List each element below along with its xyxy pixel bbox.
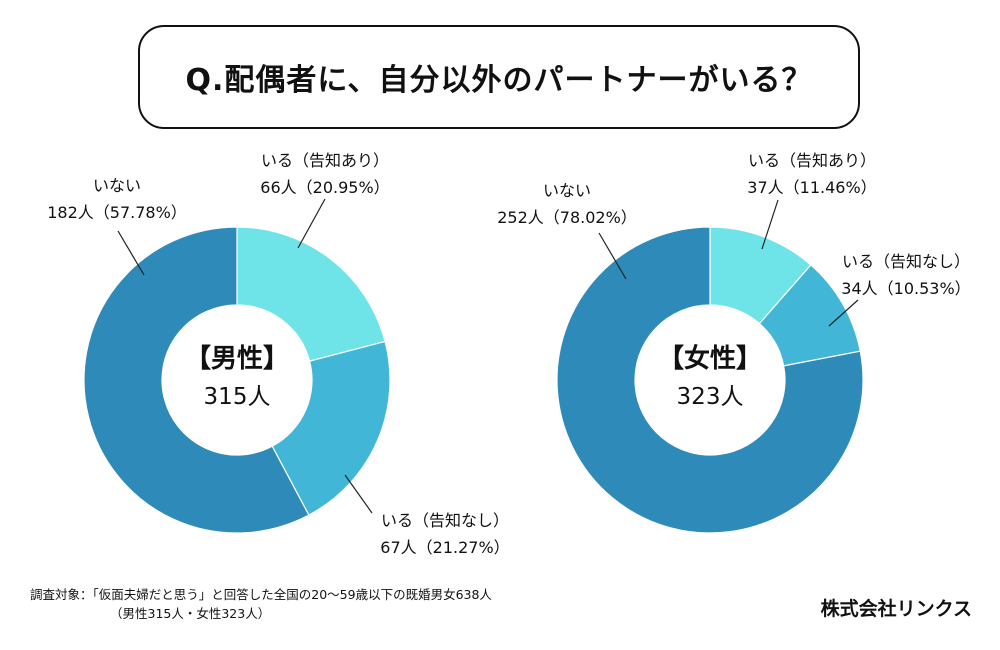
label-female-inai-percent: （78.02%） xyxy=(544,208,637,227)
footnote-line-2: （男性315人・女性323人） xyxy=(110,606,271,621)
label-male-inai-name: いない xyxy=(93,176,141,195)
label-male-inai-count: 182人 xyxy=(47,203,94,222)
label-male-inai-percent: （57.78%） xyxy=(94,203,187,222)
center-title-male: 【男性】 xyxy=(185,344,289,374)
label-female-inai-name: いない xyxy=(543,181,591,200)
label-female-aware-value: 37人（11.46%） xyxy=(747,178,876,197)
leader-line-female-inai xyxy=(598,232,627,280)
center-title-female: 【女性】 xyxy=(658,343,762,374)
title-box: Q.配偶者に、自分以外のパートナーがいる？ xyxy=(138,25,860,129)
slice-male-aware xyxy=(236,226,386,362)
label-female-unaware-count: 34人 xyxy=(841,279,877,298)
label-male-aware-count: 66人 xyxy=(260,178,296,197)
leader-line-male-unaware xyxy=(344,474,373,514)
label-male-unaware-percent: （21.27%） xyxy=(417,538,510,557)
leader-line-male-inai xyxy=(117,230,145,276)
label-female-unaware-percent: （10.53%） xyxy=(878,279,971,298)
label-male-inai-value: 182人（57.78%） xyxy=(47,203,187,222)
leader-line-female-aware xyxy=(761,199,779,250)
label-male-aware-name: いる（告知あり） xyxy=(261,151,389,170)
company-name: 株式会社リンクス xyxy=(820,598,972,620)
label-female-aware-percent: （11.46%） xyxy=(784,178,877,197)
slice-male-unaware xyxy=(271,340,391,516)
slice-female-none xyxy=(556,226,864,534)
footnote: 調査対象：「仮面夫婦だと思う」と回答した全国の20〜59歳以下の既婚男女638人… xyxy=(30,585,492,623)
footnote-line-1: 調査対象：「仮面夫婦だと思う」と回答した全国の20〜59歳以下の既婚男女638人 xyxy=(30,587,492,602)
label-male-unaware-name: いる（告知なし） xyxy=(381,511,509,530)
chart-title: Q.配偶者に、自分以外のパートナーがいる？ xyxy=(185,63,813,98)
label-female-unaware-value: 34人（10.53%） xyxy=(841,279,970,298)
leader-line-male-aware xyxy=(297,198,326,249)
slice-male-none xyxy=(83,226,310,534)
center-count-male: 315人 xyxy=(204,384,271,410)
donut-male: 【男性】 315人 いない 182人（57.78%） いる（告知あり） 66人（… xyxy=(47,151,509,557)
label-female-aware-name: いる（告知あり） xyxy=(748,151,876,170)
label-male-aware-percent: （20.95%） xyxy=(297,178,390,197)
leader-line-female-unaware xyxy=(828,299,859,327)
label-female-inai-value: 252人（78.02%） xyxy=(497,208,637,227)
label-female-inai-count: 252人 xyxy=(497,208,544,227)
donut-female: 【女性】 323人 いない 252人（78.02%） いる（告知あり） 37人（… xyxy=(497,151,971,534)
label-male-unaware-count: 67人 xyxy=(380,538,416,557)
label-female-aware-count: 37人 xyxy=(747,178,783,197)
label-male-unaware-value: 67人（21.27%） xyxy=(380,538,509,557)
center-count-female: 323人 xyxy=(677,384,744,410)
label-male-aware-value: 66人（20.95%） xyxy=(260,178,389,197)
label-female-unaware-name: いる（告知なし） xyxy=(842,252,970,271)
